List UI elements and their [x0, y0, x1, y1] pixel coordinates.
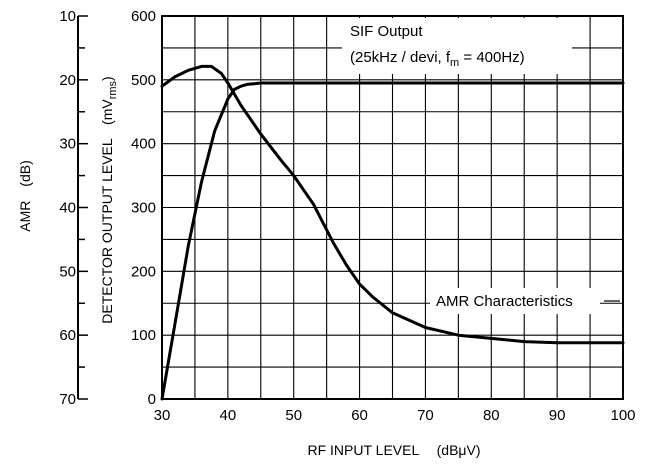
sif-annotation-box: [342, 18, 572, 74]
y-tick-label: 300: [131, 200, 156, 217]
amr-tick-label: 20: [59, 72, 76, 89]
x-tick-label: 70: [417, 407, 434, 424]
amr-axis-label: AMR (dB): [17, 160, 33, 231]
x-tick-label: 90: [549, 407, 566, 424]
amr-annotation-label: AMR Characteristics: [436, 293, 573, 310]
amr-tick-label: 70: [59, 391, 76, 408]
x-tick-label: 50: [285, 407, 302, 424]
x-tick-label: 100: [610, 407, 635, 424]
amr-tick-label: 30: [59, 136, 76, 153]
detector-axis-title: DETECTOR OUTPUT LEVEL: [99, 138, 115, 324]
amr-tick-label: 40: [59, 200, 76, 217]
x-axis-title: RF INPUT LEVEL: [307, 442, 419, 458]
sif-annotation-title: SIF Output: [350, 23, 423, 40]
amr-tick-label: 50: [59, 263, 76, 280]
x-axis-unit: (dBμV): [437, 442, 481, 458]
sif-detail-a: (25kHz / devi, f: [350, 49, 451, 66]
sif-annotation-detail: (25kHz / devi, fm = 400Hz): [350, 49, 525, 69]
sif-detail-b: = 400Hz): [459, 49, 524, 66]
plot-frame: [161, 15, 624, 400]
chart-ticks: 30 40 50 60 70 80 90 100 0 100 200 300 400 500 600 10 20…: [59, 8, 635, 424]
y-tick-label: 0: [148, 391, 156, 408]
detector-axis-unit-sub: rms: [107, 80, 119, 99]
y-tick-label: 400: [131, 136, 156, 153]
x-axis-label: RF INPUT LEVEL (dBμV): [307, 442, 480, 458]
chart-series: [160, 64, 625, 401]
y-tick-label: 500: [131, 72, 156, 89]
x-tick-label: 30: [154, 407, 171, 424]
y-tick-label: 100: [131, 327, 156, 344]
amr-tick-label: 10: [59, 8, 76, 25]
amr-annotation-box: [430, 288, 600, 314]
detector-axis-label: DETECTOR OUTPUT LEVEL (mVrms): [99, 76, 119, 323]
series-line-sif: [160, 81, 625, 401]
detector-axis-unit-close: ): [99, 76, 115, 81]
y-tick-label: 200: [131, 263, 156, 280]
amr-axis-title: AMR: [17, 201, 33, 232]
x-tick-label: 80: [483, 407, 500, 424]
sif-detail-sub: m: [450, 57, 459, 69]
series-line-amr: [160, 64, 625, 345]
detector-axis-unit: (mVrms): [99, 76, 119, 125]
x-tick-label: 60: [351, 407, 368, 424]
amr-tick-label: 60: [59, 327, 76, 344]
y-tick-label: 600: [131, 8, 156, 25]
amr-axis-unit: (dB): [17, 160, 33, 186]
chart-grid: [162, 16, 623, 399]
x-tick-label: 40: [220, 407, 237, 424]
